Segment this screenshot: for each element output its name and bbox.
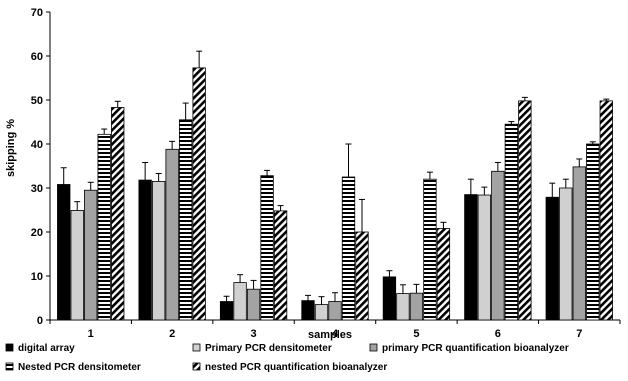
- legend-swatch: [5, 362, 14, 371]
- bar: [233, 282, 247, 321]
- x-tick-label: 2: [169, 328, 175, 340]
- legend-label: digital array: [18, 343, 75, 354]
- y-tick-label: 70: [31, 7, 43, 19]
- legend-swatch: [192, 362, 201, 371]
- legend-item: Primary PCR densitometer: [192, 343, 332, 354]
- bar: [219, 301, 234, 321]
- bar: [84, 189, 98, 321]
- legend-swatch: [5, 343, 14, 352]
- bar: [436, 228, 451, 321]
- bar: [572, 166, 586, 321]
- bar: [341, 176, 356, 321]
- bar: [301, 300, 315, 321]
- legend-label: primary PCR quantification bioanalyzer: [382, 343, 569, 354]
- y-tick-label: 0: [37, 315, 43, 327]
- y-tick-label: 30: [31, 183, 43, 195]
- bar: [328, 301, 342, 321]
- y-tick-label: 60: [31, 51, 43, 63]
- bar: [57, 184, 71, 321]
- bar: [70, 210, 84, 321]
- x-tick-label: 7: [576, 328, 582, 340]
- x-tick-label: 3: [251, 328, 257, 340]
- x-tick-label: 1: [88, 328, 94, 340]
- legend-item: nested PCR quantification bioanalyzer: [192, 362, 387, 373]
- bar: [599, 100, 613, 321]
- bar: [409, 292, 424, 321]
- bar: [355, 231, 369, 321]
- y-axis-ticks: 0 10 20 30 40 50 60 70: [31, 7, 50, 327]
- bar: [97, 133, 111, 321]
- bar: [477, 194, 492, 321]
- legend: digital array Primary PCR densitometer pri…: [5, 343, 569, 373]
- bar: [396, 293, 410, 321]
- bar: [178, 119, 193, 321]
- legend-swatch: [369, 343, 378, 352]
- error-bars-group: [60, 50, 610, 305]
- bar: [491, 170, 505, 321]
- legend-label: Primary PCR densitometer: [205, 343, 332, 354]
- x-axis-ticks: 1 2 3 4 5 6 7: [49, 320, 621, 340]
- bar: [504, 123, 519, 321]
- bar: [165, 148, 179, 321]
- legend-item: digital array: [5, 343, 75, 354]
- plot-area: 0 10 20 30 40 50 60 70 1 2 3 4 5 6 7: [31, 7, 621, 340]
- bar: [192, 67, 206, 321]
- bar: [382, 276, 397, 321]
- x-tick-label: 6: [495, 328, 501, 340]
- bar: [545, 196, 559, 321]
- legend-label: nested PCR quantification bioanalyzer: [205, 362, 387, 373]
- bar: [518, 100, 532, 321]
- bar: [260, 175, 274, 321]
- bar: [314, 304, 329, 321]
- y-tick-label: 10: [31, 271, 43, 283]
- x-tick-label: 4: [332, 328, 339, 340]
- legend-swatch: [192, 343, 201, 352]
- bar: [423, 178, 437, 321]
- y-axis-title: skipping %: [5, 119, 17, 177]
- x-tick-label: 5: [413, 328, 419, 340]
- legend-item: primary PCR quantification bioanalyzer: [369, 343, 569, 354]
- bar: [246, 288, 261, 321]
- y-tick-label: 40: [31, 139, 43, 151]
- bar: [559, 187, 573, 321]
- bar: [586, 143, 600, 321]
- bar: [151, 180, 166, 321]
- legend-label: Nested PCR densitometer: [18, 362, 141, 373]
- bar: [138, 179, 152, 321]
- bar: [464, 194, 478, 321]
- y-tick-label: 50: [31, 95, 43, 107]
- x-axis-title: samples: [308, 329, 352, 341]
- bar: [273, 210, 288, 321]
- bar: [111, 107, 125, 321]
- legend-item: Nested PCR densitometer: [5, 362, 141, 373]
- bar-series-group: [57, 67, 613, 321]
- y-tick-label: 20: [31, 227, 43, 239]
